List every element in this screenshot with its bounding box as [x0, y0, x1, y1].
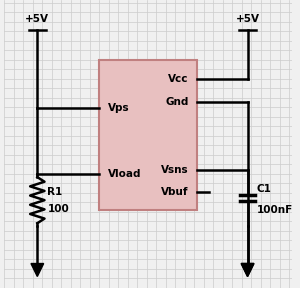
- Text: R1: R1: [47, 187, 63, 196]
- Text: Vps: Vps: [108, 103, 130, 113]
- Polygon shape: [241, 264, 254, 276]
- Text: 100: 100: [47, 204, 69, 214]
- Text: Vsns: Vsns: [161, 165, 188, 175]
- Text: Gnd: Gnd: [165, 97, 188, 107]
- Text: Vbuf: Vbuf: [161, 187, 188, 196]
- Text: +5V: +5V: [25, 14, 49, 24]
- Polygon shape: [31, 264, 44, 276]
- Text: Vload: Vload: [108, 169, 141, 179]
- FancyBboxPatch shape: [99, 60, 197, 210]
- Text: C1: C1: [257, 184, 272, 194]
- Polygon shape: [241, 264, 254, 276]
- Text: +5V: +5V: [236, 14, 260, 24]
- Text: 100nF: 100nF: [257, 204, 293, 215]
- Text: Vcc: Vcc: [168, 74, 188, 84]
